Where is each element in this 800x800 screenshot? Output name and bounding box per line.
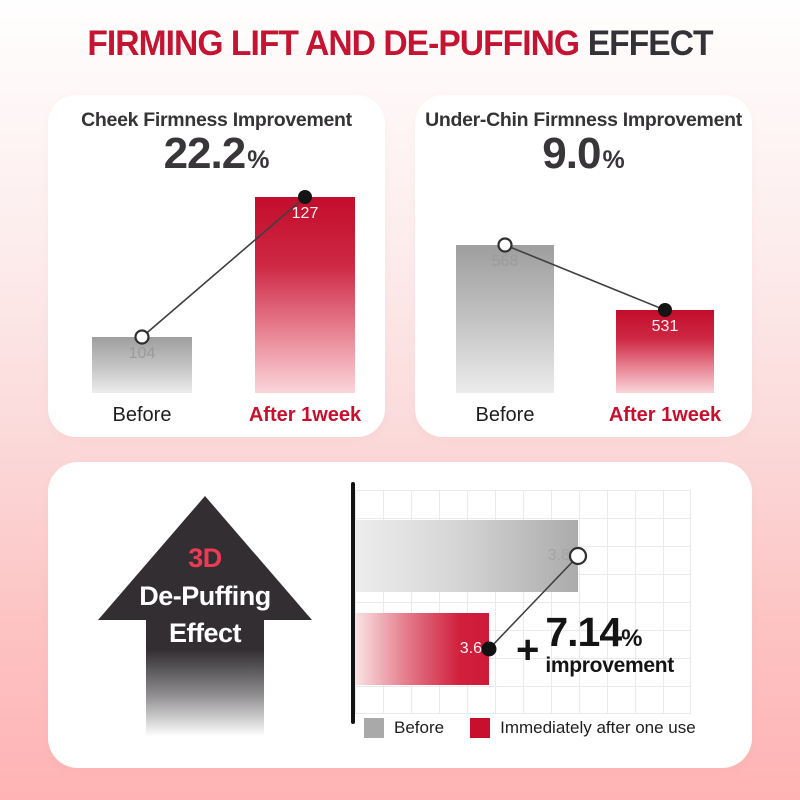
improvement-word: improvement — [545, 654, 674, 677]
cheek-before-value: 104 — [128, 345, 156, 362]
cheek-before-label: Before — [112, 404, 172, 426]
under-chin-firmness-card: Under-Chin Firmness Improvement 9.0 % 56… — [415, 95, 752, 437]
cheek-card-title: Cheek Firmness Improvement — [81, 109, 352, 131]
legend-after-swatch — [470, 718, 491, 738]
cheek-firmness-card: Cheek Firmness Improvement 22.2 % 104 12… — [48, 95, 385, 437]
arrow-text-3d: 3D — [188, 543, 222, 573]
under-chin-after-bar — [616, 310, 714, 393]
cheek-percent-value: 22.2 — [163, 129, 247, 178]
under-chin-card-title: Under-Chin Firmness Improvement — [425, 109, 742, 131]
de-puffing-arrow: 3D De-Puffing Effect — [90, 492, 320, 754]
improvement-value: 7.14 — [545, 609, 622, 655]
depuff-after-bar — [355, 613, 489, 685]
chart-axis — [351, 482, 355, 724]
cheek-percent-sign: % — [247, 146, 270, 174]
legend-before-swatch — [364, 718, 384, 738]
under-chin-improvement-percent: 9.0 % — [415, 129, 752, 179]
improvement-plus: + — [516, 628, 540, 672]
page-title-dark-part: EFFECT — [587, 24, 714, 63]
under-chin-after-value: 531 — [651, 318, 679, 335]
legend-after-label: Immediately after one use — [500, 718, 696, 737]
improvement-sign: % — [621, 625, 643, 652]
cheek-after-label: After 1week — [248, 404, 362, 426]
under-chin-after-label: After 1week — [608, 404, 722, 426]
improvement-annotation: + 7.14% improvement — [516, 612, 674, 678]
chart-legend: Before Immediately after one use — [364, 718, 696, 738]
under-chin-percent-sign: % — [602, 146, 625, 174]
under-chin-before-value: 568 — [491, 253, 519, 270]
cheek-before-bar — [92, 337, 192, 393]
arrow-text-de-puffing: De-Puffing — [139, 581, 271, 611]
arrow-text-effect: Effect — [168, 618, 242, 648]
page-title: FIRMING LIFT AND DE-PUFFING EFFECT — [16, 24, 784, 64]
improvement-text-block: 7.14% improvement — [545, 612, 674, 678]
legend-before-label: Before — [394, 718, 445, 737]
de-puffing-card: 3D De-Puffing Effect 3.8 3.6 + 7.14% imp… — [48, 462, 752, 768]
cheek-improvement-percent: 22.2 % — [48, 129, 385, 179]
cheek-after-bar — [255, 197, 355, 393]
under-chin-percent-value: 9.0 — [542, 129, 601, 178]
cheek-after-value: 127 — [291, 205, 319, 222]
under-chin-before-label: Before — [475, 404, 535, 426]
top-cards-row: Cheek Firmness Improvement 22.2 % 104 12… — [48, 95, 752, 437]
depuff-after-value: 3.6 — [459, 640, 482, 657]
depuff-before-value: 3.8 — [547, 547, 570, 564]
page-title-red-part: FIRMING LIFT AND DE-PUFFING — [87, 24, 580, 63]
up-arrow-icon — [98, 496, 312, 744]
